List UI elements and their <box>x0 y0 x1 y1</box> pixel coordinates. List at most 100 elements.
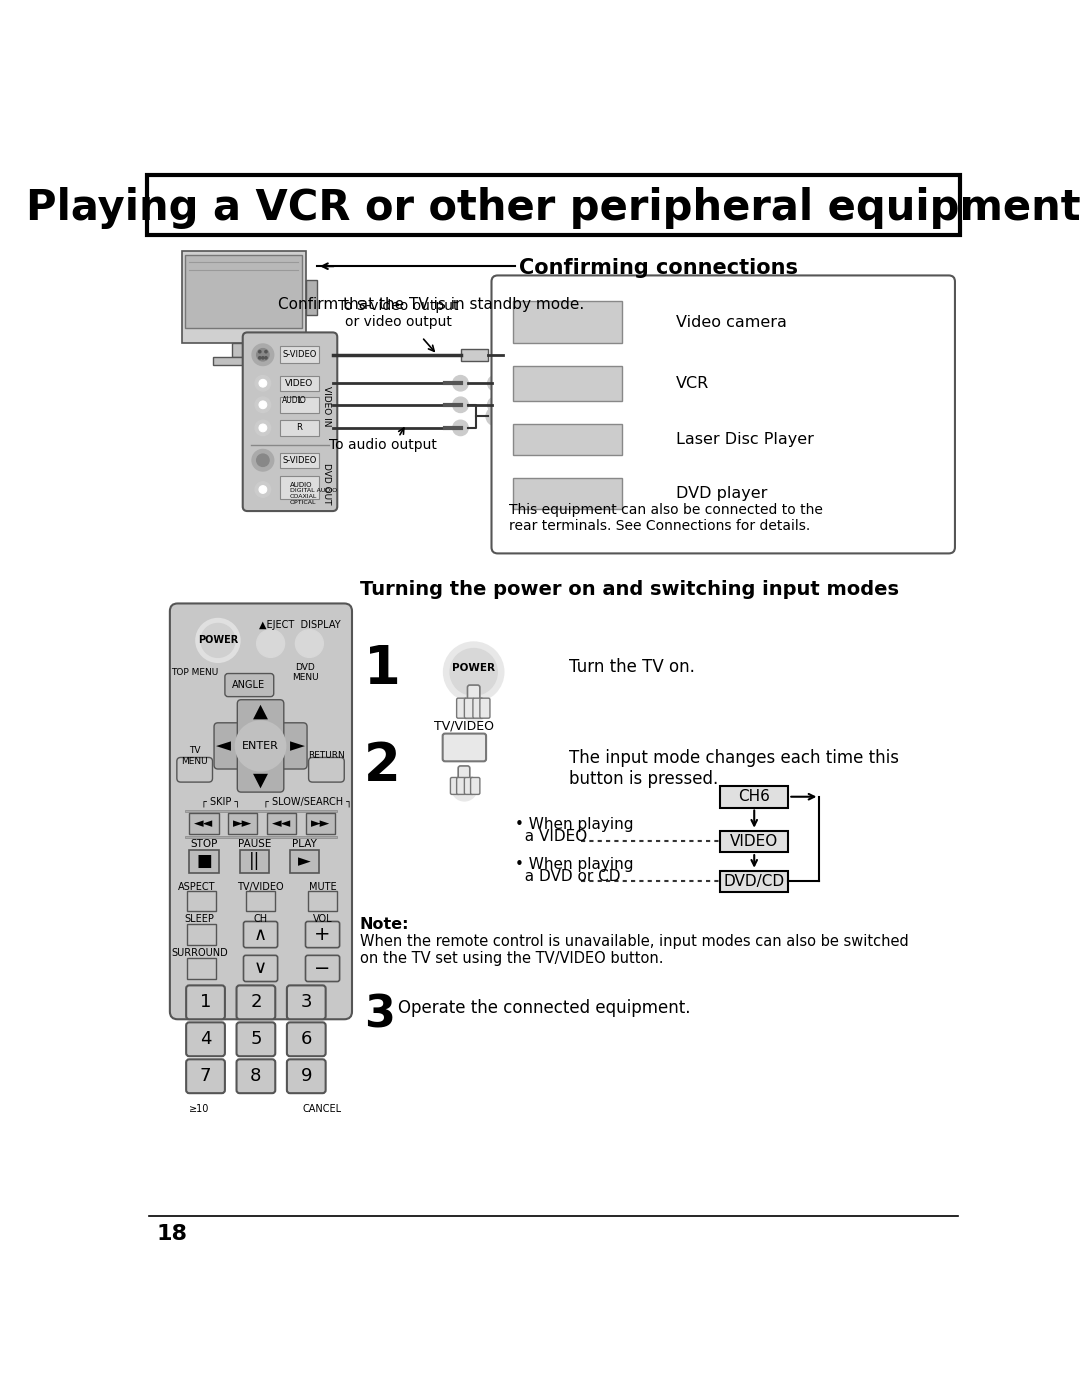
Text: ∨: ∨ <box>254 960 267 978</box>
Text: POWER: POWER <box>198 636 238 645</box>
Text: DIGITAL AUDIO: DIGITAL AUDIO <box>291 488 337 493</box>
Text: ∧: ∧ <box>254 926 267 943</box>
FancyBboxPatch shape <box>468 685 480 712</box>
Circle shape <box>255 482 271 497</box>
FancyBboxPatch shape <box>225 673 273 697</box>
FancyBboxPatch shape <box>238 700 284 792</box>
Text: 4: 4 <box>200 1030 212 1048</box>
FancyBboxPatch shape <box>186 835 337 838</box>
Circle shape <box>451 775 476 800</box>
Text: • When playing: • When playing <box>515 856 633 872</box>
FancyBboxPatch shape <box>503 346 526 362</box>
FancyBboxPatch shape <box>457 698 467 718</box>
Text: ►: ► <box>298 852 311 870</box>
Text: Playing a VCR or other peripheral equipment: Playing a VCR or other peripheral equipm… <box>26 187 1080 229</box>
Text: 18: 18 <box>157 1224 188 1245</box>
Text: ▲: ▲ <box>253 701 268 721</box>
Text: SURROUND: SURROUND <box>171 949 228 958</box>
Text: DVD
MENU: DVD MENU <box>293 664 319 683</box>
Text: ◄◄: ◄◄ <box>194 817 214 830</box>
Text: VIDEO: VIDEO <box>730 834 779 849</box>
Text: 1: 1 <box>200 993 212 1011</box>
FancyBboxPatch shape <box>308 891 337 911</box>
Text: CH6: CH6 <box>739 789 770 805</box>
Text: a DVD or CD: a DVD or CD <box>515 869 620 884</box>
FancyBboxPatch shape <box>243 922 278 947</box>
Text: +: + <box>314 925 330 944</box>
FancyBboxPatch shape <box>186 1023 225 1056</box>
Text: Confirming connections: Confirming connections <box>518 257 798 278</box>
FancyBboxPatch shape <box>280 453 319 468</box>
Circle shape <box>255 376 271 391</box>
FancyBboxPatch shape <box>287 1059 326 1094</box>
Circle shape <box>258 351 261 353</box>
FancyBboxPatch shape <box>267 813 296 834</box>
Text: ANGLE: ANGLE <box>232 680 266 690</box>
Circle shape <box>257 454 269 467</box>
FancyBboxPatch shape <box>513 300 622 344</box>
Text: TV
MENU: TV MENU <box>181 746 208 766</box>
Text: VCR: VCR <box>676 376 710 391</box>
Text: R: R <box>296 423 302 433</box>
Circle shape <box>235 721 285 771</box>
Text: ◄◄: ◄◄ <box>272 817 292 830</box>
Circle shape <box>453 376 469 391</box>
Text: VIDEO IN: VIDEO IN <box>322 386 330 426</box>
Text: −: − <box>314 958 330 978</box>
Circle shape <box>255 420 271 436</box>
FancyBboxPatch shape <box>243 332 337 511</box>
Text: TOP MENU: TOP MENU <box>171 668 218 678</box>
Text: SLEEP: SLEEP <box>185 914 214 925</box>
FancyBboxPatch shape <box>513 366 622 401</box>
Text: 9: 9 <box>300 1067 312 1085</box>
FancyBboxPatch shape <box>491 275 955 553</box>
FancyBboxPatch shape <box>464 698 474 718</box>
FancyBboxPatch shape <box>450 778 460 795</box>
Text: S-VIDEO: S-VIDEO <box>282 351 316 359</box>
Circle shape <box>453 420 469 436</box>
FancyBboxPatch shape <box>232 344 254 358</box>
FancyBboxPatch shape <box>246 891 275 911</box>
Circle shape <box>444 643 503 701</box>
Text: Turn the TV on.: Turn the TV on. <box>569 658 694 676</box>
Text: Confirm that the TV is in standby mode.: Confirm that the TV is in standby mode. <box>279 298 584 312</box>
Circle shape <box>488 397 503 412</box>
Circle shape <box>258 356 261 359</box>
Text: 1: 1 <box>364 644 401 696</box>
Text: L: L <box>297 397 301 405</box>
FancyBboxPatch shape <box>181 251 306 344</box>
Text: The input mode changes each time this
button is pressed.: The input mode changes each time this bu… <box>569 749 899 788</box>
FancyBboxPatch shape <box>280 346 319 363</box>
FancyBboxPatch shape <box>228 813 257 834</box>
Circle shape <box>255 397 271 412</box>
FancyBboxPatch shape <box>458 766 470 792</box>
Text: TV/VIDEO: TV/VIDEO <box>434 719 495 732</box>
Circle shape <box>252 344 273 366</box>
Text: S-VIDEO: S-VIDEO <box>282 455 316 465</box>
Text: • When playing: • When playing <box>515 817 633 833</box>
Text: PAUSE: PAUSE <box>238 840 271 849</box>
FancyBboxPatch shape <box>280 397 319 412</box>
Text: MUTE: MUTE <box>309 882 336 891</box>
Text: ≥10: ≥10 <box>189 1104 210 1113</box>
FancyBboxPatch shape <box>186 985 225 1020</box>
Circle shape <box>486 407 504 426</box>
Text: STOP: STOP <box>190 840 218 849</box>
Text: 5: 5 <box>251 1030 261 1048</box>
Text: 3: 3 <box>300 993 312 1011</box>
FancyBboxPatch shape <box>720 787 788 807</box>
FancyBboxPatch shape <box>464 778 474 795</box>
Text: ►►: ►► <box>311 817 329 830</box>
FancyBboxPatch shape <box>213 358 273 365</box>
Circle shape <box>265 356 267 359</box>
FancyBboxPatch shape <box>443 733 486 761</box>
FancyBboxPatch shape <box>306 922 339 947</box>
FancyBboxPatch shape <box>186 1059 225 1094</box>
Text: 8: 8 <box>251 1067 261 1085</box>
Circle shape <box>296 630 323 658</box>
Text: Turning the power on and switching input modes: Turning the power on and switching input… <box>360 580 899 599</box>
FancyBboxPatch shape <box>147 176 960 236</box>
FancyBboxPatch shape <box>473 698 483 718</box>
Text: AUDIO: AUDIO <box>282 397 307 405</box>
Circle shape <box>197 619 240 662</box>
